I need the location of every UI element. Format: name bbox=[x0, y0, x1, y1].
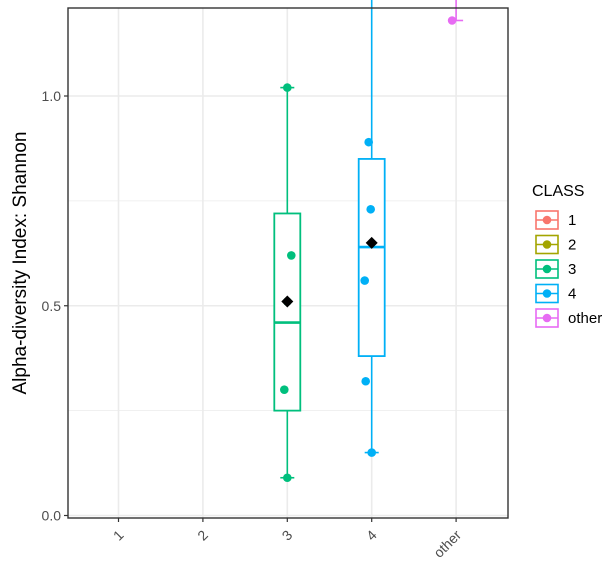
legend-key-dot bbox=[542, 313, 552, 323]
legend-key-dot bbox=[542, 240, 552, 249]
data-point bbox=[283, 83, 292, 92]
x-tick-label: 3 bbox=[279, 527, 296, 544]
data-point bbox=[360, 276, 370, 285]
data-point bbox=[283, 473, 292, 483]
legend-key-dot bbox=[542, 264, 552, 274]
boxes bbox=[273, 0, 464, 483]
y-tick-label: 0.5 bbox=[42, 298, 62, 314]
legend-label: 1 bbox=[568, 212, 576, 229]
y-tick-label: 1.0 bbox=[42, 88, 62, 104]
box bbox=[357, 158, 386, 357]
legend-title: CLASS bbox=[532, 183, 584, 200]
data-point bbox=[366, 204, 376, 214]
legend-key-dot bbox=[542, 289, 552, 298]
y-axis: 0.00.51.01.52.0 bbox=[42, 88, 68, 524]
x-tick-label: other bbox=[430, 527, 464, 561]
box-group bbox=[357, 0, 386, 457]
legend: CLASS 1 2 3 4 other bbox=[532, 183, 602, 328]
y-tick-label: 0.0 bbox=[42, 508, 62, 524]
legend-label: 4 bbox=[568, 286, 576, 303]
box bbox=[273, 212, 302, 412]
x-tick-label: 4 bbox=[363, 527, 380, 544]
data-point bbox=[287, 251, 296, 260]
x-tick-label: 1 bbox=[110, 527, 127, 544]
mean-marker bbox=[281, 295, 294, 308]
legend-key bbox=[535, 283, 559, 304]
mean-marker bbox=[365, 236, 378, 249]
legend-key-dot bbox=[542, 215, 552, 225]
panel-border bbox=[67, 7, 509, 519]
legend-key bbox=[535, 259, 559, 279]
data-point bbox=[361, 376, 371, 386]
data-point bbox=[364, 137, 374, 147]
box-group bbox=[273, 83, 302, 483]
box-group bbox=[447, 0, 464, 25]
x-axis: 1 2 3 4 other bbox=[110, 518, 464, 561]
data-point bbox=[280, 385, 289, 394]
legend-label: 3 bbox=[568, 261, 576, 278]
data-point bbox=[447, 16, 457, 25]
x-tick-label: 2 bbox=[194, 527, 211, 544]
legend-key bbox=[535, 308, 559, 328]
y-axis-title: Alpha-diversity Index: Shannon bbox=[10, 132, 31, 395]
legend-key bbox=[535, 234, 559, 255]
data-point bbox=[367, 448, 377, 457]
legend-key bbox=[535, 210, 559, 230]
legend-label: other bbox=[568, 310, 602, 327]
legend-label: 2 bbox=[568, 237, 576, 254]
